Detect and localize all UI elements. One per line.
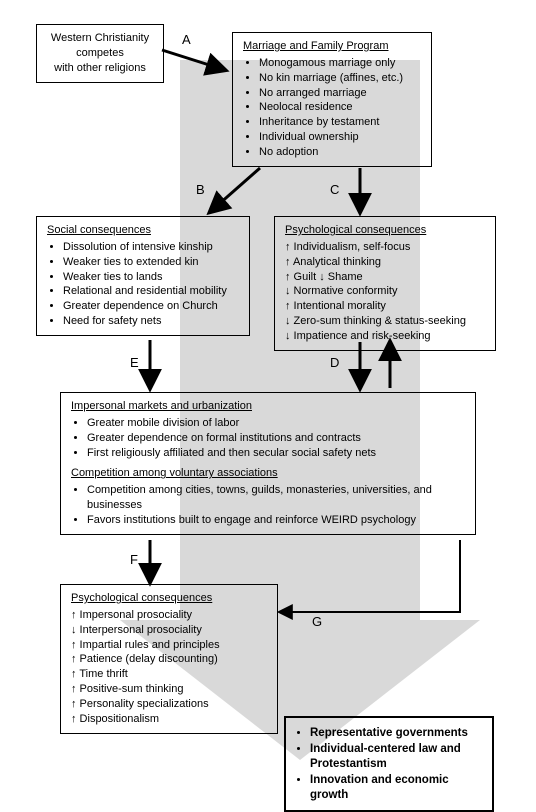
- item-list: Competition among cities, towns, guilds,…: [71, 483, 465, 528]
- list-item: Innovation and economic growth: [310, 773, 482, 804]
- list-item: No kin marriage (affines, etc.): [259, 71, 421, 86]
- list-item: Dissolution of intensive kinship: [63, 240, 239, 255]
- text: Western Christianity: [47, 31, 153, 46]
- list-item: Weaker ties to extended kin: [63, 255, 239, 270]
- list-item: ↑ Dispositionalism: [71, 712, 267, 727]
- list-item: Representative governments: [310, 726, 482, 742]
- list-item: Individual ownership: [259, 130, 421, 145]
- edge-label-g: G: [312, 614, 322, 629]
- box-title: Social consequences: [47, 223, 239, 238]
- text: with other religions: [47, 61, 153, 76]
- list-item: Weaker ties to lands: [63, 270, 239, 285]
- list-item: Relational and residential mobility: [63, 284, 239, 299]
- item-list: Greater mobile division of laborGreater …: [71, 416, 465, 461]
- box-title: Psychological consequences: [285, 223, 485, 238]
- list-item: ↓ Normative conformity: [285, 284, 485, 299]
- edge-label-e: E: [130, 355, 139, 370]
- list-item: ↓ Interpersonal prosociality: [71, 623, 267, 638]
- edge-label-c: C: [330, 182, 339, 197]
- list-item: ↑ Intentional morality: [285, 299, 485, 314]
- edge-label-d: D: [330, 355, 339, 370]
- item-list: Monogamous marriage onlyNo kin marriage …: [243, 56, 421, 160]
- list-item: No arranged marriage: [259, 86, 421, 101]
- list-item: ↑ Time thrift: [71, 667, 267, 682]
- edge-label-f: F: [130, 552, 138, 567]
- item-list: Dissolution of intensive kinshipWeaker t…: [47, 240, 239, 329]
- list-item: Individual-centered law and Protestantis…: [310, 742, 482, 773]
- list-item: Neolocal residence: [259, 100, 421, 115]
- list-item: Inheritance by testament: [259, 115, 421, 130]
- list-item: ↑ Impartial rules and principles: [71, 638, 267, 653]
- list-item: First religiously affiliated and then se…: [87, 446, 465, 461]
- box-outcomes: Representative governmentsIndividual-cen…: [284, 716, 494, 812]
- row-list: ↑ Impersonal prosociality↓ Interpersonal…: [71, 608, 267, 727]
- list-item: ↑ Patience (delay discounting): [71, 652, 267, 667]
- list-item: No adoption: [259, 145, 421, 160]
- box-title: Psychological consequences: [71, 591, 267, 606]
- box-marriage-family-program: Marriage and Family Program Monogamous m…: [232, 32, 432, 167]
- list-item: Favors institutions built to engage and …: [87, 513, 465, 528]
- list-item: ↑ Personality specializations: [71, 697, 267, 712]
- list-item: ↓ Impatience and risk-seeking: [285, 329, 485, 344]
- list-item: ↑ Guilt ↓ Shame: [285, 270, 485, 285]
- box-title: Marriage and Family Program: [243, 39, 421, 54]
- list-item: ↓ Zero-sum thinking & status-seeking: [285, 314, 485, 329]
- box-title: Impersonal markets and urbanization: [71, 399, 465, 414]
- list-item: ↑ Impersonal prosociality: [71, 608, 267, 623]
- list-item: Greater mobile division of labor: [87, 416, 465, 431]
- edge-label-b: B: [196, 182, 205, 197]
- list-item: Greater dependence on Church: [63, 299, 239, 314]
- list-item: Monogamous marriage only: [259, 56, 421, 71]
- box-psych-consequences-1: Psychological consequences ↑ Individuali…: [274, 216, 496, 351]
- list-item: ↑ Positive-sum thinking: [71, 682, 267, 697]
- box-title: Competition among voluntary associations: [71, 466, 465, 481]
- box-psych-consequences-2: Psychological consequences ↑ Impersonal …: [60, 584, 278, 734]
- text: competes: [47, 46, 153, 61]
- box-social-consequences: Social consequences Dissolution of inten…: [36, 216, 250, 336]
- list-item: Need for safety nets: [63, 314, 239, 329]
- list-item: ↑ Analytical thinking: [285, 255, 485, 270]
- row-list: ↑ Individualism, self-focus↑ Analytical …: [285, 240, 485, 344]
- edge-label-a: A: [182, 32, 191, 47]
- box-western-christianity: Western Christianity competes with other…: [36, 24, 164, 83]
- box-markets-urbanization: Impersonal markets and urbanization Grea…: [60, 392, 476, 535]
- list-item: ↑ Individualism, self-focus: [285, 240, 485, 255]
- list-item: Greater dependence on formal institution…: [87, 431, 465, 446]
- list-item: Competition among cities, towns, guilds,…: [87, 483, 465, 513]
